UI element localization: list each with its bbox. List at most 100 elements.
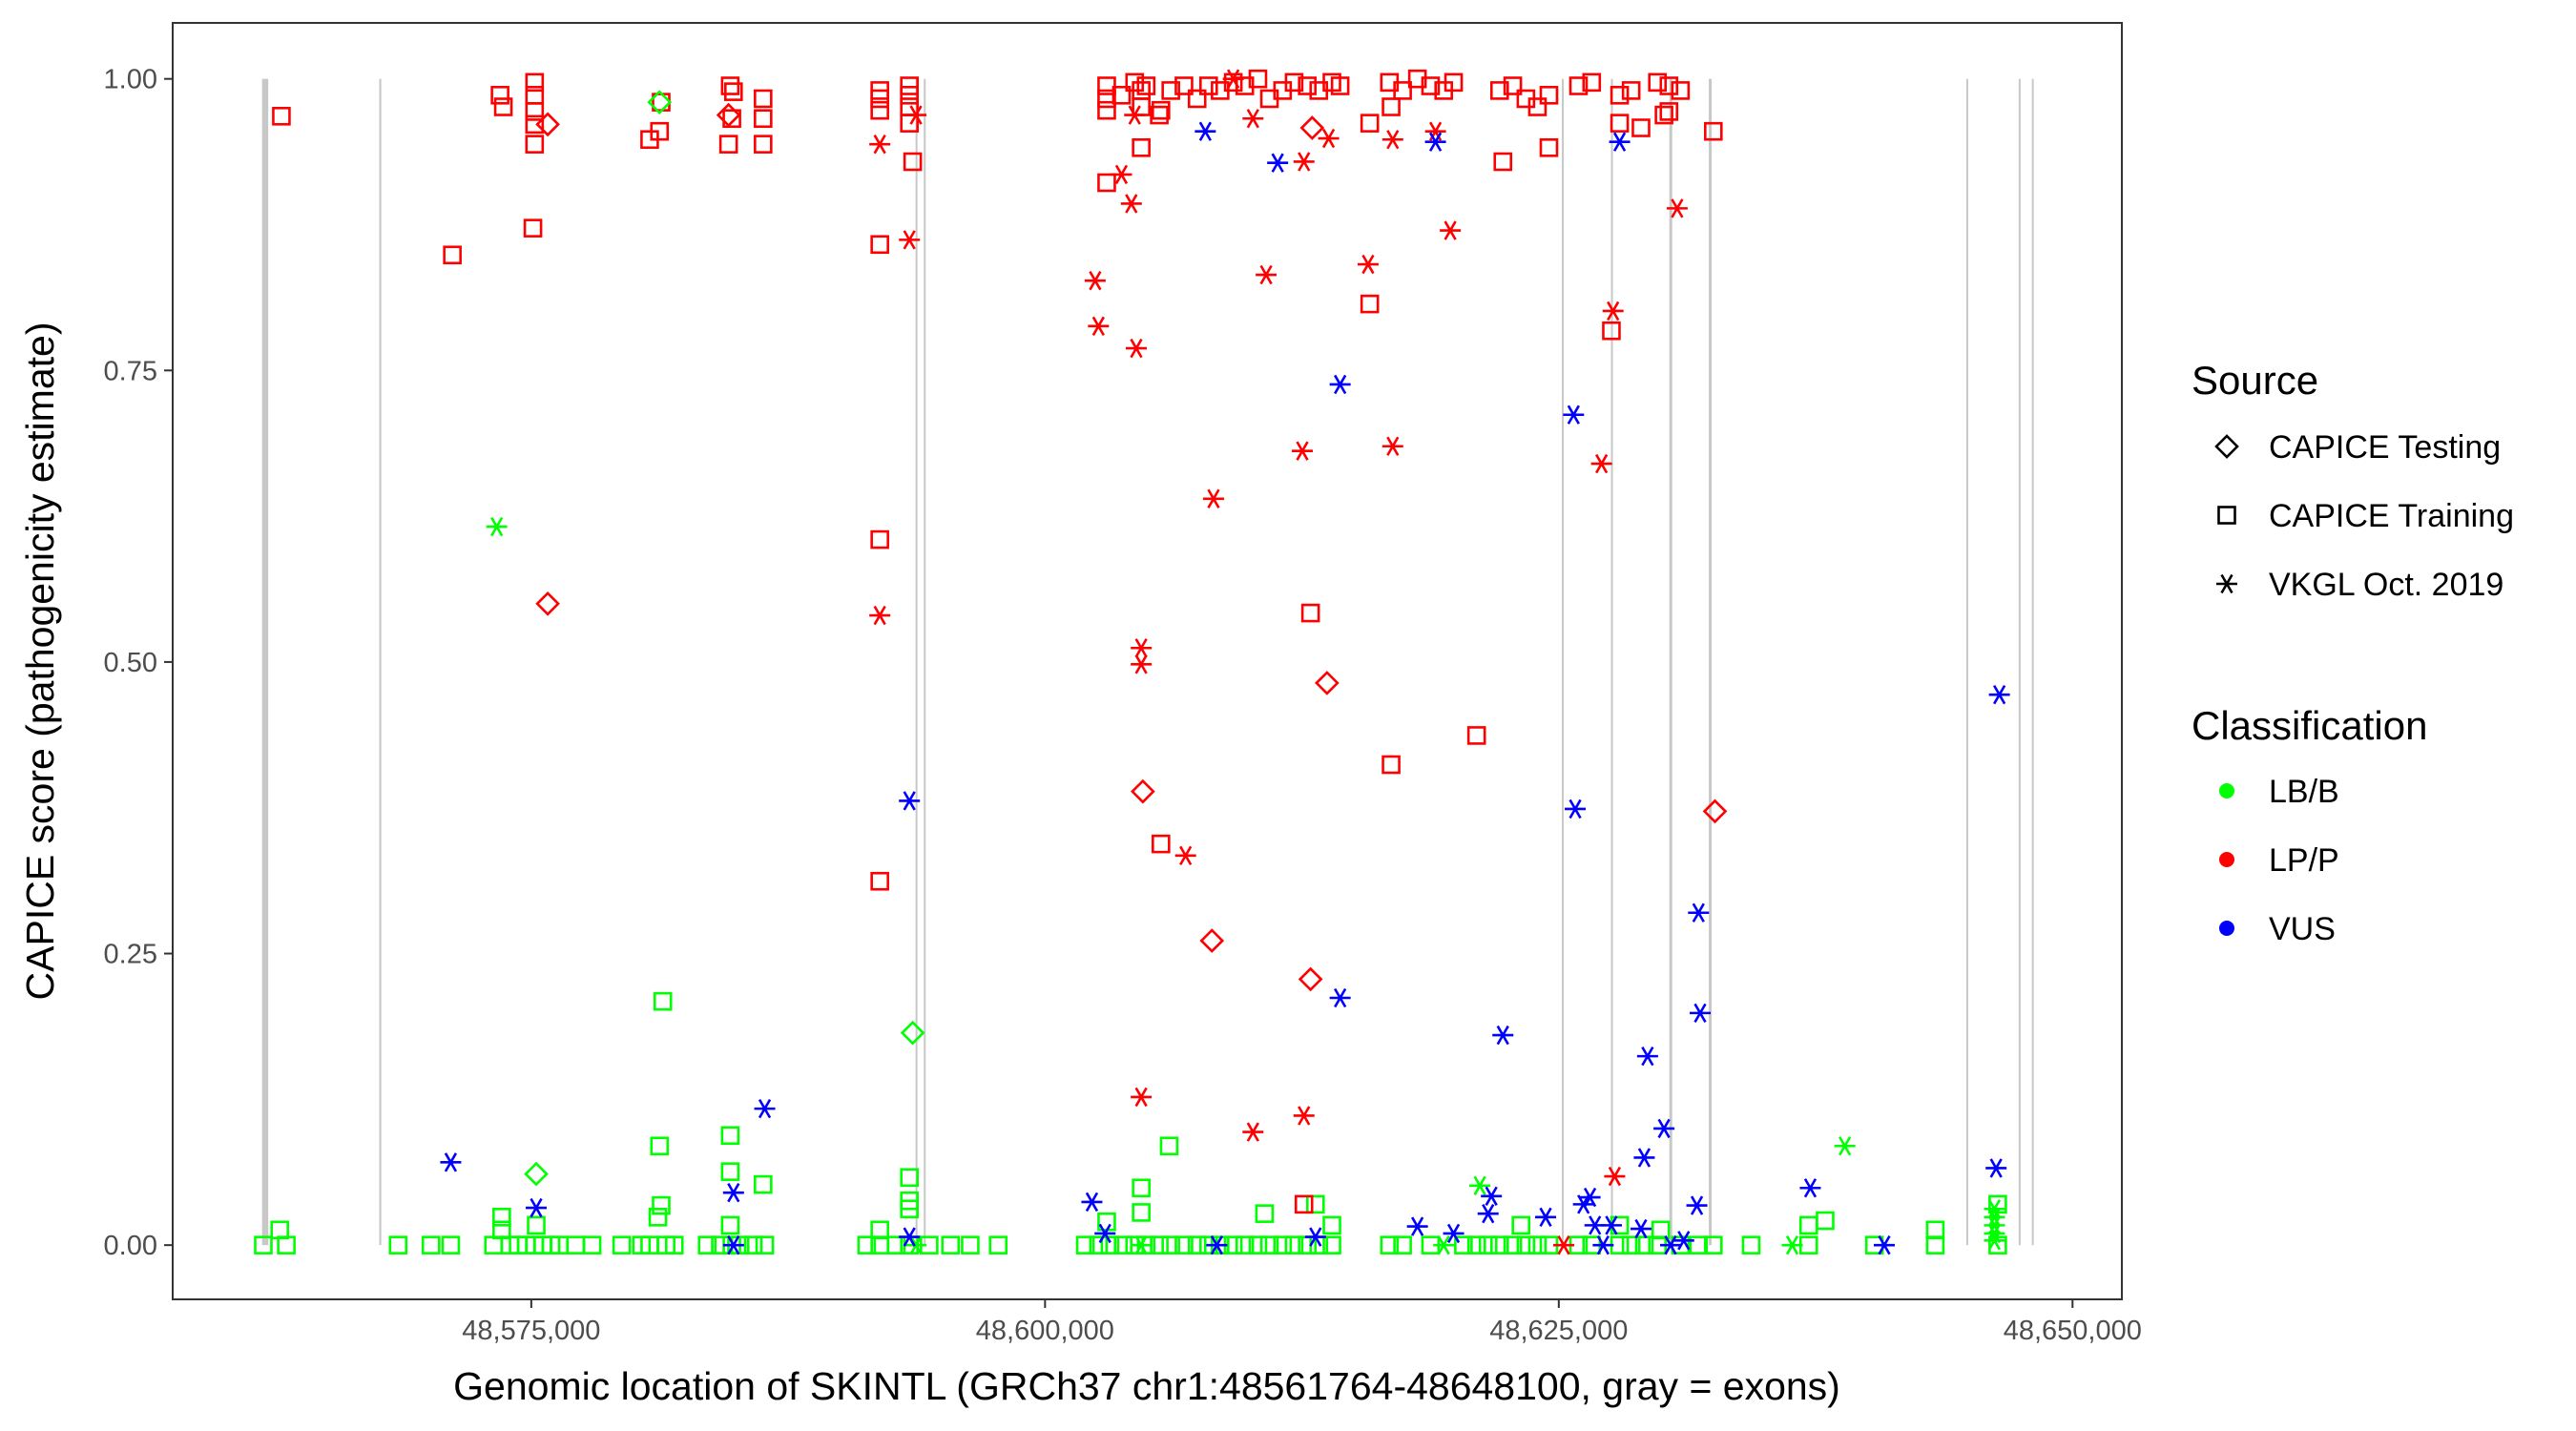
data-point	[653, 991, 673, 1011]
data-point	[1174, 845, 1196, 866]
data-point	[1150, 105, 1169, 125]
legend-key-dot-icon	[2219, 783, 2234, 798]
data-point	[1081, 1192, 1103, 1213]
data-point	[1690, 1003, 1712, 1024]
data-point	[1097, 100, 1116, 120]
data-point	[1988, 684, 2010, 705]
data-point	[1984, 1199, 2005, 1219]
data-point	[1660, 1234, 1681, 1255]
data-point	[1444, 73, 1464, 93]
data-point	[441, 1235, 461, 1255]
data-point	[1579, 1187, 1601, 1208]
data-point	[1284, 73, 1304, 93]
data-point	[1702, 798, 1728, 824]
data-point	[1330, 76, 1350, 95]
data-point	[650, 121, 670, 141]
data-point	[1686, 1195, 1708, 1215]
data-point	[1689, 1235, 1709, 1255]
data-point	[1489, 81, 1509, 100]
data-point	[720, 1215, 740, 1235]
data-point	[900, 1168, 919, 1188]
data-point	[1666, 198, 1688, 218]
data-point	[1799, 1178, 1821, 1198]
data-point	[1421, 76, 1441, 95]
data-point	[697, 1235, 717, 1255]
exon-line	[924, 78, 926, 1246]
data-point	[1161, 81, 1180, 100]
data-point	[720, 1126, 740, 1146]
y-tick-label: 0.00	[104, 1231, 157, 1261]
data-point	[1242, 109, 1264, 129]
data-point	[1088, 316, 1110, 337]
data-point	[1984, 1231, 2005, 1251]
data-point	[1630, 1218, 1652, 1239]
axes: 0.00 0.25 0.50 0.75 1.00 48,575,000 48,600,000…	[104, 65, 2142, 1346]
data-points	[254, 69, 2010, 1255]
legend-label-vus: VUS	[2269, 911, 2336, 947]
data-point	[1582, 73, 1602, 93]
data-point	[1503, 1235, 1523, 1255]
data-point	[903, 152, 923, 172]
data-point	[1424, 121, 1446, 141]
data-point	[1609, 132, 1631, 152]
legend-label-lpp: LP/P	[2269, 842, 2339, 879]
data-point	[900, 1020, 925, 1046]
exon-line	[379, 78, 382, 1246]
data-point	[754, 1098, 776, 1119]
data-point	[1672, 1231, 1694, 1251]
data-point	[1131, 638, 1153, 658]
data-point	[1322, 1215, 1341, 1235]
data-point	[1984, 1215, 2005, 1235]
data-point	[870, 1235, 889, 1255]
data-point	[961, 1235, 980, 1255]
data-point	[1610, 85, 1630, 105]
data-point	[1152, 100, 1171, 120]
data-point	[1631, 118, 1651, 137]
data-point	[1478, 1235, 1498, 1255]
exon-line	[1610, 78, 1613, 1246]
data-point	[421, 1235, 441, 1255]
data-point	[1565, 798, 1587, 819]
data-point	[1131, 654, 1153, 674]
data-point	[988, 1235, 1008, 1255]
data-point	[754, 89, 773, 109]
data-point	[1298, 76, 1317, 95]
data-point	[1159, 1136, 1179, 1156]
data-point	[1600, 1215, 1622, 1235]
data-point	[905, 105, 927, 125]
data-point	[1984, 1207, 2005, 1227]
legend: Source CAPICE Testing CAPICE Training VK…	[2192, 358, 2514, 947]
data-point	[1097, 89, 1116, 109]
data-point	[664, 1235, 684, 1255]
data-point	[1393, 81, 1412, 100]
data-point	[1284, 1235, 1304, 1255]
data-point	[724, 82, 743, 101]
data-point	[1318, 128, 1340, 149]
data-point	[650, 1136, 670, 1156]
data-point	[1592, 1234, 1614, 1255]
data-point	[1259, 1235, 1279, 1255]
data-point	[1084, 270, 1106, 291]
data-point	[486, 516, 508, 537]
data-point	[566, 1235, 586, 1255]
exon-line	[1562, 78, 1565, 1246]
data-point	[1242, 1122, 1264, 1142]
data-point	[1985, 1158, 2007, 1178]
data-point	[1315, 671, 1340, 695]
legend-label-capice-testing: CAPICE Testing	[2269, 429, 2501, 466]
x-tick-label: 48,650,000	[2004, 1316, 2142, 1346]
data-point	[1248, 69, 1268, 89]
y-axis-title: CAPICE score (pathogenicity estimate)	[18, 322, 62, 1001]
data-point	[523, 218, 543, 238]
data-point	[1298, 966, 1323, 992]
data-point	[1132, 1203, 1151, 1222]
data-point	[1602, 301, 1624, 321]
data-point	[1357, 254, 1379, 275]
data-point	[754, 109, 773, 129]
data-point	[1267, 153, 1289, 173]
data-point	[743, 1235, 763, 1255]
data-point	[1381, 130, 1403, 150]
data-point	[1648, 73, 1668, 93]
data-point	[1161, 1235, 1180, 1255]
